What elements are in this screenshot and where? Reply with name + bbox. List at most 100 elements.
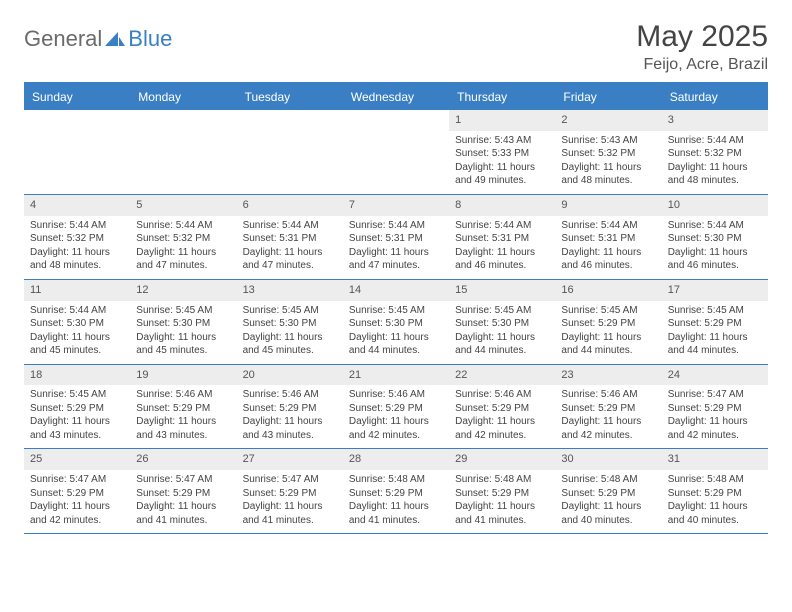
day-number: 4: [24, 195, 130, 216]
day-detail-line: Sunrise: 5:47 AM: [136, 473, 230, 487]
day-header-mon: Monday: [130, 84, 236, 110]
week-row: 1Sunrise: 5:43 AMSunset: 5:33 PMDaylight…: [24, 110, 768, 195]
day-number: 21: [343, 365, 449, 386]
day-detail-line: Sunrise: 5:48 AM: [349, 473, 443, 487]
day-detail-line: Daylight: 11 hours and 44 minutes.: [668, 331, 762, 358]
day-number: 20: [237, 365, 343, 386]
day-detail-line: Sunset: 5:31 PM: [243, 232, 337, 246]
day-detail-line: Sunrise: 5:44 AM: [30, 219, 124, 233]
day-detail-line: Daylight: 11 hours and 48 minutes.: [668, 161, 762, 188]
day-detail-line: Daylight: 11 hours and 47 minutes.: [349, 246, 443, 273]
day-detail-line: Daylight: 11 hours and 47 minutes.: [136, 246, 230, 273]
week-row: 11Sunrise: 5:44 AMSunset: 5:30 PMDayligh…: [24, 280, 768, 365]
day-cell: [237, 110, 343, 194]
day-detail-line: Sunrise: 5:44 AM: [668, 219, 762, 233]
day-header-sun: Sunday: [24, 84, 130, 110]
day-cell: 12Sunrise: 5:45 AMSunset: 5:30 PMDayligh…: [130, 280, 236, 364]
day-detail-line: Sunset: 5:30 PM: [243, 317, 337, 331]
day-detail-line: Sunrise: 5:48 AM: [455, 473, 549, 487]
page-header: General Blue May 2025 Feijo, Acre, Brazi…: [24, 20, 768, 74]
day-detail-line: Daylight: 11 hours and 42 minutes.: [30, 500, 124, 527]
calendar: Sunday Monday Tuesday Wednesday Thursday…: [24, 82, 768, 534]
day-number: 12: [130, 280, 236, 301]
day-detail-line: Sunrise: 5:47 AM: [30, 473, 124, 487]
day-detail-line: Sunset: 5:31 PM: [455, 232, 549, 246]
day-cell: 24Sunrise: 5:47 AMSunset: 5:29 PMDayligh…: [662, 365, 768, 449]
day-number: 25: [24, 449, 130, 470]
day-detail-line: Sunset: 5:29 PM: [668, 402, 762, 416]
day-detail-line: Sunrise: 5:44 AM: [455, 219, 549, 233]
day-number: 31: [662, 449, 768, 470]
day-header-thu: Thursday: [449, 84, 555, 110]
day-number: 22: [449, 365, 555, 386]
brand-part2: Blue: [128, 26, 172, 52]
day-detail-line: Sunset: 5:29 PM: [136, 402, 230, 416]
day-number: 6: [237, 195, 343, 216]
day-cell: 7 Sunrise: 5:44 AMSunset: 5:31 PMDaylight…: [343, 195, 449, 279]
day-detail-line: Daylight: 11 hours and 46 minutes.: [455, 246, 549, 273]
day-detail-line: Daylight: 11 hours and 40 minutes.: [561, 500, 655, 527]
day-cell: 6 Sunrise: 5:44 AMSunset: 5:31 PMDaylight…: [237, 195, 343, 279]
day-number: 10: [662, 195, 768, 216]
weeks-container: 1Sunrise: 5:43 AMSunset: 5:33 PMDaylight…: [24, 110, 768, 534]
day-detail-line: Sunset: 5:29 PM: [455, 402, 549, 416]
day-cell: 31Sunrise: 5:48 AMSunset: 5:29 PMDayligh…: [662, 449, 768, 533]
day-cell: 16Sunrise: 5:45 AMSunset: 5:29 PMDayligh…: [555, 280, 661, 364]
day-detail-line: Sunset: 5:31 PM: [349, 232, 443, 246]
day-detail-line: Sunset: 5:29 PM: [561, 402, 655, 416]
day-number: 9: [555, 195, 661, 216]
day-detail-line: Daylight: 11 hours and 44 minutes.: [455, 331, 549, 358]
location-text: Feijo, Acre, Brazil: [636, 56, 768, 74]
day-detail-line: Daylight: 11 hours and 46 minutes.: [668, 246, 762, 273]
day-detail-line: Sunrise: 5:43 AM: [561, 134, 655, 148]
day-detail-line: Sunrise: 5:44 AM: [243, 219, 337, 233]
day-detail-line: Sunrise: 5:44 AM: [30, 304, 124, 318]
day-detail-line: Daylight: 11 hours and 49 minutes.: [455, 161, 549, 188]
day-cell: 17Sunrise: 5:45 AMSunset: 5:29 PMDayligh…: [662, 280, 768, 364]
day-number: 7: [343, 195, 449, 216]
day-detail-line: Daylight: 11 hours and 47 minutes.: [243, 246, 337, 273]
day-detail-line: Sunrise: 5:44 AM: [668, 134, 762, 148]
day-cell: 25 Sunrise: 5:47 AMSunset: 5:29 PMDayligh…: [24, 449, 130, 533]
day-detail-line: Daylight: 11 hours and 48 minutes.: [561, 161, 655, 188]
day-number: 28: [343, 449, 449, 470]
day-number: [24, 110, 130, 131]
day-detail-line: Daylight: 11 hours and 42 minutes.: [349, 415, 443, 442]
day-cell: 1Sunrise: 5:43 AMSunset: 5:33 PMDaylight…: [449, 110, 555, 194]
day-number: 15: [449, 280, 555, 301]
day-number: [237, 110, 343, 131]
day-cell: 18Sunrise: 5:45 AMSunset: 5:29 PMDayligh…: [24, 365, 130, 449]
day-number: 18: [24, 365, 130, 386]
day-cell: [24, 110, 130, 194]
day-cell: 10Sunrise: 5:44 AMSunset: 5:30 PMDayligh…: [662, 195, 768, 279]
day-cell: [343, 110, 449, 194]
day-detail-line: Sunrise: 5:46 AM: [136, 388, 230, 402]
day-cell: 8Sunrise: 5:44 AMSunset: 5:31 PMDaylight…: [449, 195, 555, 279]
title-block: May 2025 Feijo, Acre, Brazil: [636, 20, 768, 74]
day-cell: 30Sunrise: 5:48 AMSunset: 5:29 PMDayligh…: [555, 449, 661, 533]
day-detail-line: Sunset: 5:29 PM: [243, 402, 337, 416]
day-detail-line: Daylight: 11 hours and 45 minutes.: [30, 331, 124, 358]
day-number: 17: [662, 280, 768, 301]
day-detail-line: Daylight: 11 hours and 46 minutes.: [561, 246, 655, 273]
day-detail-line: Sunrise: 5:44 AM: [349, 219, 443, 233]
day-header-row: Sunday Monday Tuesday Wednesday Thursday…: [24, 84, 768, 110]
day-detail-line: Sunset: 5:29 PM: [668, 487, 762, 501]
day-detail-line: Sunset: 5:29 PM: [455, 487, 549, 501]
day-cell: 2Sunrise: 5:43 AMSunset: 5:32 PMDaylight…: [555, 110, 661, 194]
day-cell: 11Sunrise: 5:44 AMSunset: 5:30 PMDayligh…: [24, 280, 130, 364]
day-detail-line: Daylight: 11 hours and 44 minutes.: [349, 331, 443, 358]
day-detail-line: Sunset: 5:30 PM: [455, 317, 549, 331]
day-detail-line: Sunrise: 5:44 AM: [561, 219, 655, 233]
day-number: [343, 110, 449, 131]
week-row: 4Sunrise: 5:44 AMSunset: 5:32 PMDaylight…: [24, 195, 768, 280]
day-detail-line: Sunrise: 5:45 AM: [349, 304, 443, 318]
day-detail-line: Sunset: 5:29 PM: [349, 402, 443, 416]
day-detail-line: Sunrise: 5:45 AM: [455, 304, 549, 318]
day-detail-line: Sunset: 5:29 PM: [30, 487, 124, 501]
day-detail-line: Sunrise: 5:46 AM: [455, 388, 549, 402]
week-row: 18Sunrise: 5:45 AMSunset: 5:29 PMDayligh…: [24, 365, 768, 450]
day-detail-line: Daylight: 11 hours and 45 minutes.: [136, 331, 230, 358]
day-detail-line: Daylight: 11 hours and 43 minutes.: [136, 415, 230, 442]
day-detail-line: Sunset: 5:33 PM: [455, 147, 549, 161]
